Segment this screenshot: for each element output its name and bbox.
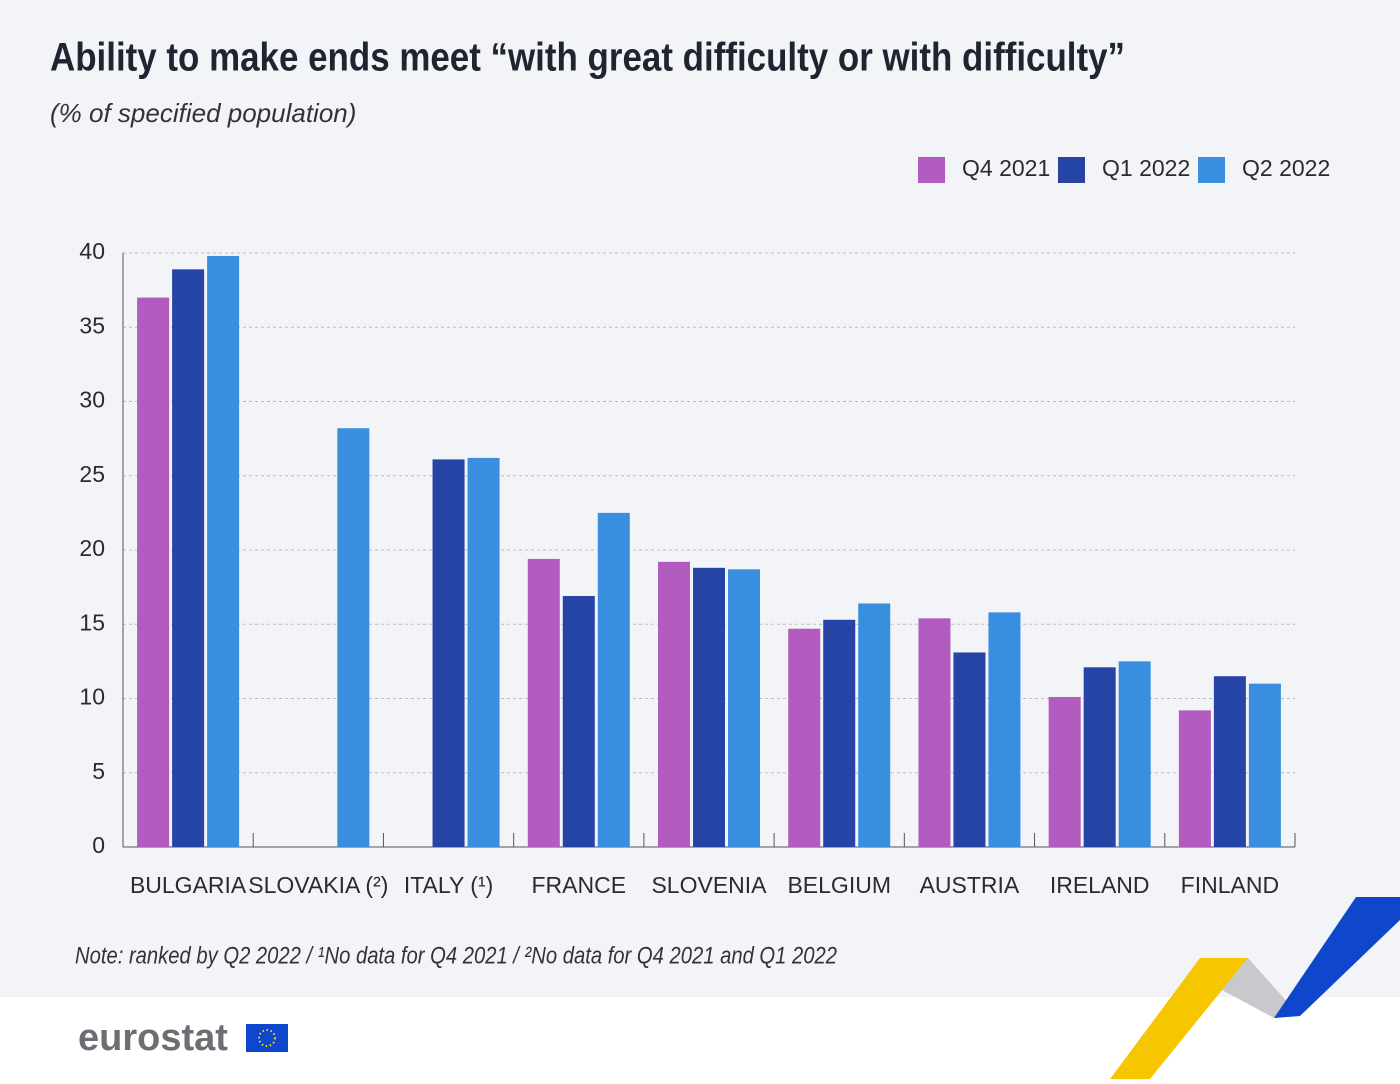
y-tick-label: 5 — [92, 758, 105, 784]
bar — [597, 512, 630, 847]
bar — [953, 652, 986, 847]
bar — [858, 603, 891, 847]
bar — [137, 297, 170, 847]
bar — [562, 596, 595, 847]
x-tick-label: ITALY (¹) — [404, 872, 493, 898]
legend-swatch — [918, 157, 945, 183]
y-tick-label: 35 — [79, 312, 105, 338]
chart-title: Ability to make ends meet “with great di… — [50, 36, 1125, 80]
legend-label: Q1 2022 — [1102, 155, 1190, 181]
x-tick-label: FINLAND — [1181, 872, 1279, 898]
bar — [728, 569, 760, 847]
bar — [207, 255, 240, 848]
note: Note: ranked by Q2 2022 / ¹No data for Q… — [75, 942, 837, 969]
y-tick-label: 0 — [92, 832, 105, 858]
eu-flag — [246, 1024, 288, 1052]
x-tick-label: BELGIUM — [787, 872, 891, 898]
bar — [823, 619, 856, 847]
bar — [658, 561, 690, 847]
x-tick-label: IRELAND — [1050, 872, 1150, 898]
legend-label: Q4 2021 — [962, 155, 1050, 181]
bar — [1248, 683, 1281, 847]
bar — [432, 459, 465, 847]
y-tick-label: 15 — [79, 609, 105, 635]
legend-label: Q2 2022 — [1242, 155, 1330, 181]
bar — [527, 558, 560, 847]
bar — [918, 618, 951, 847]
x-tick-label: SLOVENIA — [651, 872, 767, 898]
bar — [1178, 710, 1211, 847]
y-tick-label: 10 — [79, 684, 105, 710]
y-tick-label: 25 — [79, 461, 105, 487]
chart-subtitle: (% of specified population) — [50, 98, 356, 128]
logo-text: eurostat — [78, 1017, 228, 1059]
x-tick-label: BULGARIA — [130, 872, 247, 898]
x-tick-label: SLOVAKIA (²) — [248, 872, 388, 898]
bar — [788, 628, 821, 847]
bar — [1083, 667, 1116, 847]
legend-swatch — [1058, 157, 1085, 183]
bar — [1048, 697, 1081, 847]
x-tick-label: AUSTRIA — [920, 872, 1020, 898]
bar — [1213, 676, 1246, 847]
y-tick-label: 40 — [79, 238, 105, 264]
bar — [172, 269, 205, 848]
legend-swatch — [1198, 157, 1225, 183]
bar — [467, 457, 500, 847]
x-tick-label: FRANCE — [531, 872, 626, 898]
decoration — [1110, 897, 1400, 1079]
bar — [988, 612, 1021, 847]
y-tick-label: 20 — [79, 535, 105, 561]
bar — [693, 567, 725, 847]
bar — [337, 428, 370, 847]
bar — [1118, 661, 1151, 847]
y-tick-label: 30 — [79, 387, 105, 413]
